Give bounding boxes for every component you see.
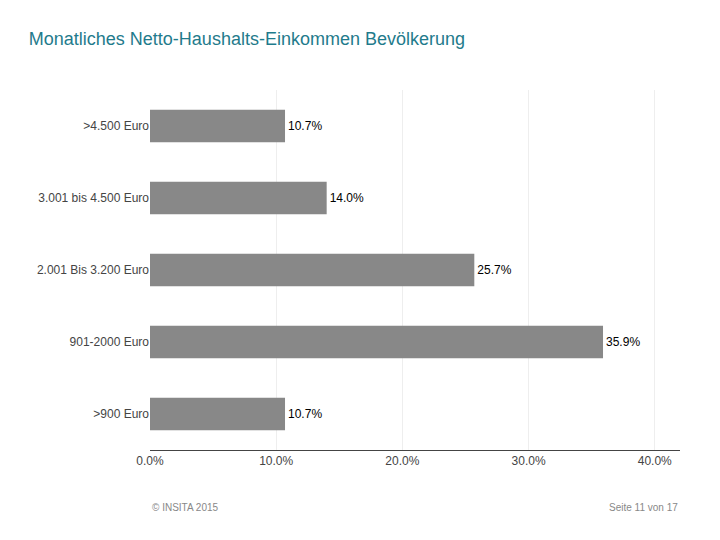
svg-text:30.0%: 30.0% <box>512 454 546 468</box>
svg-text:>4.500 Euro: >4.500 Euro <box>83 119 149 133</box>
svg-text:10.7%: 10.7% <box>288 407 322 421</box>
svg-text:40.0%: 40.0% <box>638 454 672 468</box>
svg-text:35.9%: 35.9% <box>606 335 640 349</box>
svg-text:Monatliches Netto-Haushalts-Ei: Monatliches Netto-Haushalts-Einkommen Be… <box>29 29 465 49</box>
svg-text:>900 Euro: >900 Euro <box>93 407 149 421</box>
svg-text:10.0%: 10.0% <box>259 454 293 468</box>
svg-text:Seite 11 von 17: Seite 11 von 17 <box>609 502 678 513</box>
svg-text:0.0%: 0.0% <box>136 454 164 468</box>
svg-text:14.0%: 14.0% <box>330 191 364 205</box>
svg-text:20.0%: 20.0% <box>385 454 419 468</box>
svg-text:2.001 Bis 3.200 Euro: 2.001 Bis 3.200 Euro <box>37 263 149 277</box>
svg-text:10.7%: 10.7% <box>288 119 322 133</box>
svg-text:© INSITA 2015: © INSITA 2015 <box>152 502 219 513</box>
svg-text:3.001 bis 4.500 Euro: 3.001 bis 4.500 Euro <box>38 191 149 205</box>
svg-text:901-2000 Euro: 901-2000 Euro <box>70 335 150 349</box>
svg-text:25.7%: 25.7% <box>477 263 511 277</box>
